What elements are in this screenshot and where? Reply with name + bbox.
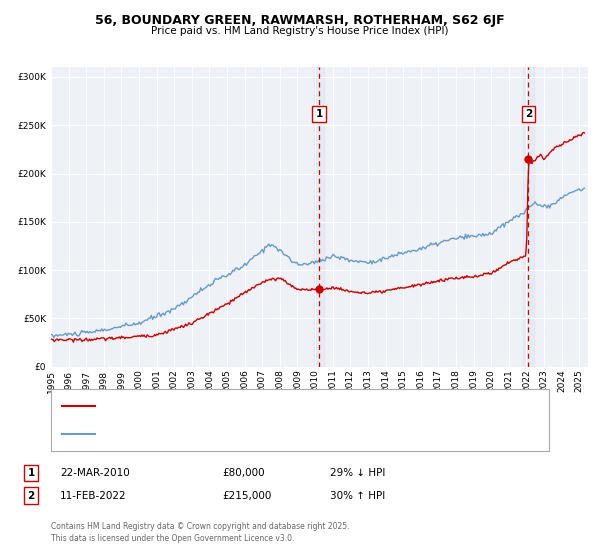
Text: 1: 1 — [28, 468, 35, 478]
Text: £215,000: £215,000 — [222, 491, 271, 501]
Text: 2: 2 — [28, 491, 35, 501]
Text: HPI: Average price, semi-detached house, Rotherham: HPI: Average price, semi-detached house,… — [102, 429, 344, 438]
Bar — [314, 67, 324, 367]
Text: 11-FEB-2022: 11-FEB-2022 — [60, 491, 127, 501]
Text: 2: 2 — [525, 109, 532, 119]
Text: £80,000: £80,000 — [222, 468, 265, 478]
Text: Price paid vs. HM Land Registry's House Price Index (HPI): Price paid vs. HM Land Registry's House … — [151, 26, 449, 36]
Text: Contains HM Land Registry data © Crown copyright and database right 2025.: Contains HM Land Registry data © Crown c… — [51, 522, 349, 531]
Text: 30% ↑ HPI: 30% ↑ HPI — [330, 491, 385, 501]
Text: 1: 1 — [316, 109, 323, 119]
Text: 29% ↓ HPI: 29% ↓ HPI — [330, 468, 385, 478]
Text: 56, BOUNDARY GREEN, RAWMARSH, ROTHERHAM, S62 6JF: 56, BOUNDARY GREEN, RAWMARSH, ROTHERHAM,… — [95, 14, 505, 27]
Text: This data is licensed under the Open Government Licence v3.0.: This data is licensed under the Open Gov… — [51, 534, 295, 543]
Bar — [523, 67, 534, 367]
Text: 56, BOUNDARY GREEN, RAWMARSH, ROTHERHAM, S62 6JF (semi-detached house): 56, BOUNDARY GREEN, RAWMARSH, ROTHERHAM,… — [102, 402, 472, 411]
Text: 22-MAR-2010: 22-MAR-2010 — [60, 468, 130, 478]
